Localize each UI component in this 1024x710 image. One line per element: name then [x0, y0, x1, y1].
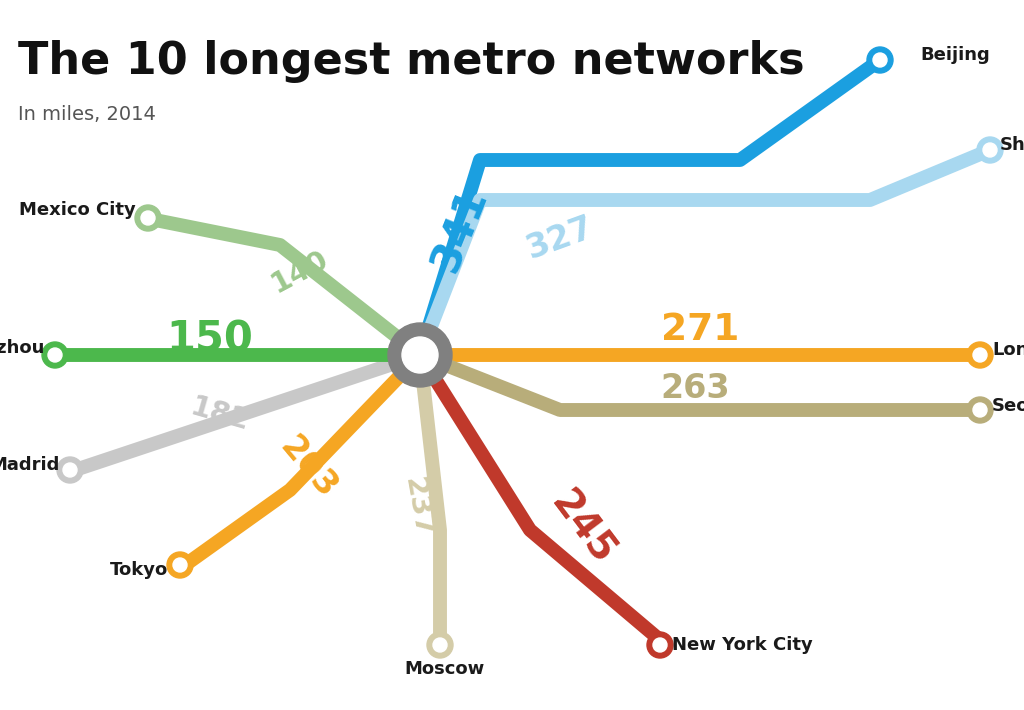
Text: 140: 140: [266, 246, 334, 299]
Text: In miles, 2014: In miles, 2014: [18, 105, 156, 124]
Circle shape: [167, 552, 193, 578]
Circle shape: [653, 638, 667, 652]
Circle shape: [427, 632, 453, 658]
Circle shape: [63, 463, 77, 477]
Circle shape: [873, 53, 887, 67]
Text: 150: 150: [167, 319, 253, 361]
Text: 237: 237: [399, 476, 437, 540]
Circle shape: [967, 342, 993, 368]
Circle shape: [647, 632, 673, 658]
Circle shape: [48, 348, 62, 362]
Text: Seoul: Seoul: [992, 397, 1024, 415]
Circle shape: [173, 558, 187, 572]
Circle shape: [388, 323, 452, 387]
Circle shape: [977, 137, 1002, 163]
Text: Shanghai: Shanghai: [1000, 136, 1024, 154]
Circle shape: [973, 403, 987, 417]
Text: London: London: [992, 341, 1024, 359]
Text: 341: 341: [424, 182, 496, 278]
Text: 271: 271: [660, 312, 739, 348]
Circle shape: [135, 205, 161, 231]
Text: Beijing: Beijing: [920, 46, 990, 64]
Text: Madrid: Madrid: [0, 456, 60, 474]
Text: Mexico City: Mexico City: [19, 201, 136, 219]
Circle shape: [57, 457, 83, 483]
Text: 327: 327: [521, 211, 598, 266]
Text: The 10 longest metro networks: The 10 longest metro networks: [18, 40, 805, 83]
Circle shape: [141, 211, 155, 225]
Circle shape: [983, 143, 997, 157]
Text: 263: 263: [660, 371, 730, 405]
Text: New York City: New York City: [672, 636, 813, 654]
Circle shape: [433, 638, 447, 652]
Circle shape: [967, 397, 993, 423]
Text: 182: 182: [187, 393, 253, 437]
Circle shape: [867, 47, 893, 73]
Text: 245: 245: [543, 484, 622, 572]
Circle shape: [402, 337, 438, 373]
Text: Moscow: Moscow: [404, 660, 485, 678]
Text: Guangzhou: Guangzhou: [0, 339, 44, 357]
Circle shape: [973, 348, 987, 362]
Circle shape: [42, 342, 68, 368]
Text: Tokyo: Tokyo: [110, 561, 168, 579]
Text: 203: 203: [273, 431, 343, 506]
